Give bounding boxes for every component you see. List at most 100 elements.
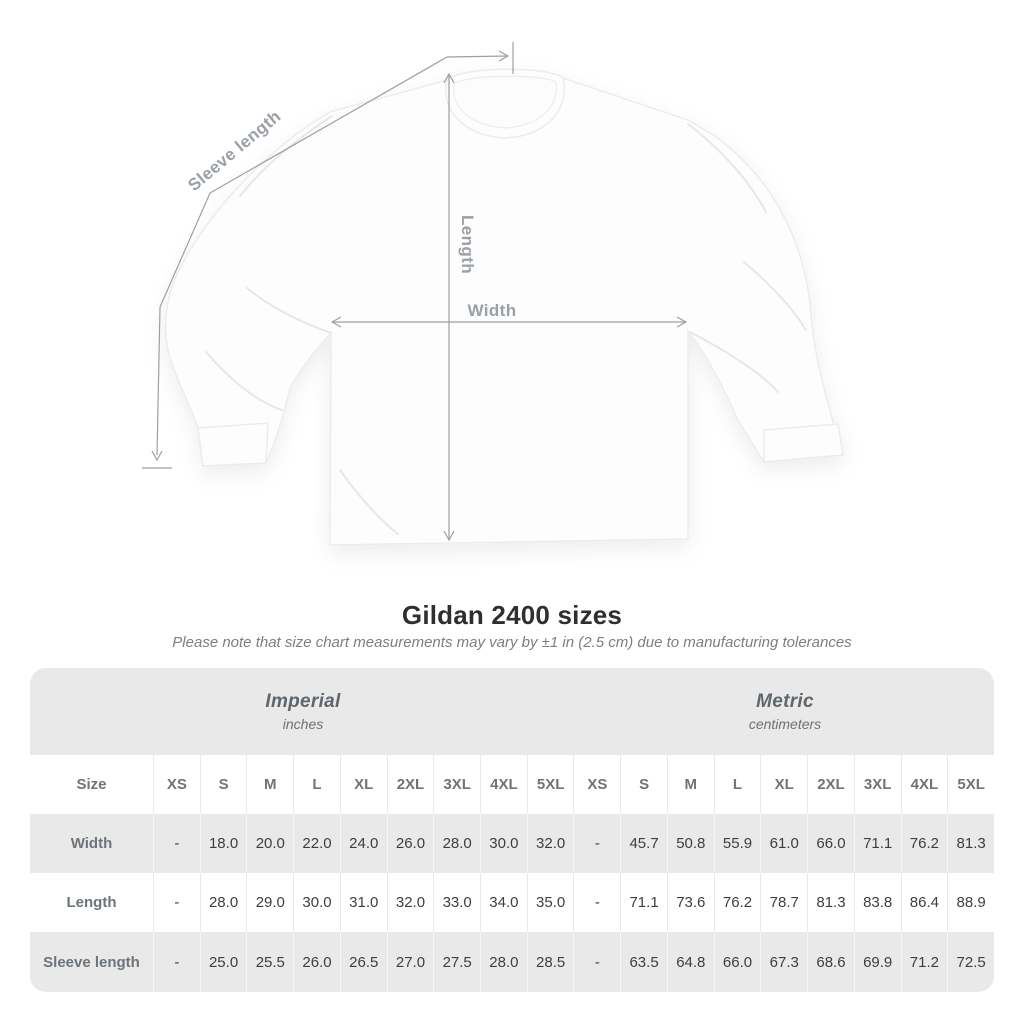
metric-unit-label: centimeters — [748, 716, 822, 732]
table-cell: 20.0 — [246, 814, 293, 873]
table-cell: - — [573, 873, 620, 932]
table-cell: 28.0 — [433, 814, 480, 873]
column-header: 4XL — [900, 755, 948, 814]
table-cell: 86.4 — [900, 873, 948, 932]
arrow-right-icon — [676, 316, 688, 328]
table-cell: 72.5 — [947, 932, 994, 992]
table-cell: 34.0 — [480, 873, 527, 932]
arrow-down-icon — [443, 530, 455, 542]
size-grid: Size XS S M L XL 2XL 3XL 4XL 5XL XS S M L XL 2XL 3XL 4XL 5… — [30, 755, 994, 992]
column-header: L — [293, 755, 340, 814]
table-cell: 71.1 — [620, 873, 667, 932]
table-cell: 24.0 — [339, 814, 387, 873]
metric-label: Metric — [756, 691, 814, 712]
column-header: 4XL — [480, 755, 527, 814]
arrow-down-icon — [151, 450, 163, 462]
table-cell: 66.0 — [713, 932, 761, 992]
imperial-unit-label: inches — [282, 716, 324, 732]
table-cell: 45.7 — [620, 814, 667, 873]
table-cell: 71.2 — [900, 932, 948, 992]
table-cell: 27.5 — [433, 932, 480, 992]
table-cell: 35.0 — [526, 873, 574, 932]
imperial-unit-header: Imperial inches — [30, 668, 576, 755]
table-cell: 30.0 — [480, 814, 527, 873]
arrow-left-icon — [330, 316, 342, 328]
table-cell: 28.5 — [526, 932, 574, 992]
column-header: S — [199, 755, 247, 814]
table-cell: 50.8 — [666, 814, 714, 873]
measurement-lines — [142, 42, 688, 542]
table-cell: - — [573, 932, 620, 992]
table-cell: 29.0 — [246, 873, 293, 932]
table-cell: - — [153, 873, 200, 932]
column-header: L — [713, 755, 761, 814]
row-label: Length — [66, 894, 117, 911]
table-cell: 61.0 — [760, 814, 807, 873]
column-header: 5XL — [526, 755, 574, 814]
column-header: 3XL — [853, 755, 901, 814]
table-cell: 63.5 — [620, 932, 667, 992]
table-cell: 67.3 — [760, 932, 807, 992]
table-cell: 22.0 — [293, 814, 340, 873]
table-cell: 71.1 — [853, 814, 901, 873]
table-cell: 25.0 — [199, 932, 247, 992]
sleeve-length-line — [156, 55, 509, 456]
column-header: M — [246, 755, 293, 814]
table-cell: 88.9 — [947, 873, 994, 932]
table-cell: 78.7 — [760, 873, 807, 932]
tolerance-note: Please note that size chart measurements… — [172, 634, 852, 651]
table-row: Width -18.0 20.0 22.0 24.0 26.0 28.0 30.0 32.0-4… — [30, 814, 994, 873]
shirt-measurement-diagram: Sleeve length Length Width — [142, 42, 844, 546]
width-label: Width — [467, 301, 516, 320]
table-cell: - — [153, 814, 200, 873]
table-cell: 18.0 — [199, 814, 247, 873]
size-column-header: Size — [76, 776, 107, 793]
table-cell: 28.0 — [199, 873, 247, 932]
table-row: Size XS S M L XL 2XL 3XL 4XL 5XL XS S M L XL 2XL 3XL 4XL 5… — [30, 755, 994, 814]
row-label: Sleeve length — [43, 954, 140, 971]
table-cell: 68.6 — [807, 932, 854, 992]
table-cell: 81.3 — [807, 873, 854, 932]
table-cell: 69.9 — [853, 932, 901, 992]
shirt-illustration — [164, 68, 844, 546]
imperial-label: Imperial — [265, 691, 341, 712]
metric-unit-header: Metric centimeters — [576, 668, 994, 755]
length-label: Length — [458, 215, 477, 274]
column-header: XS — [573, 755, 620, 814]
column-header: 3XL — [433, 755, 480, 814]
table-cell: - — [153, 932, 200, 992]
table-cell: 28.0 — [480, 932, 527, 992]
column-header: S — [620, 755, 667, 814]
table-cell: 73.6 — [666, 873, 714, 932]
arrow-up-icon — [443, 72, 455, 84]
column-header: 2XL — [386, 755, 434, 814]
table-cell: 83.8 — [853, 873, 901, 932]
unit-header-row: Imperial inches Metric centimeters — [30, 668, 994, 755]
table-cell: 31.0 — [339, 873, 387, 932]
table-cell: - — [573, 814, 620, 873]
table-cell: 26.5 — [339, 932, 387, 992]
column-header: XL — [339, 755, 387, 814]
table-cell: 25.5 — [246, 932, 293, 992]
table-cell: 66.0 — [807, 814, 854, 873]
table-cell: 27.0 — [386, 932, 434, 992]
table-cell: 32.0 — [386, 873, 434, 932]
table-cell: 26.0 — [293, 932, 340, 992]
size-chart-table: Imperial inches Metric centimeters Size X… — [30, 668, 994, 992]
table-cell: 30.0 — [293, 873, 340, 932]
table-cell: 76.2 — [713, 873, 761, 932]
table-cell: 76.2 — [900, 814, 948, 873]
table-cell: 64.8 — [666, 932, 714, 992]
table-cell: 81.3 — [947, 814, 994, 873]
table-cell: 55.9 — [713, 814, 761, 873]
row-label: Width — [70, 835, 113, 852]
column-header: 5XL — [947, 755, 994, 814]
column-header: 2XL — [807, 755, 854, 814]
table-cell: 26.0 — [386, 814, 434, 873]
page-title: Gildan 2400 sizes — [401, 600, 623, 630]
table-row: Sleeve length -25.0 25.5 26.0 26.5 27.0 27.5 28… — [30, 932, 994, 992]
column-header: XL — [760, 755, 807, 814]
arrow-right-icon — [498, 50, 510, 62]
column-header: XS — [153, 755, 200, 814]
table-cell: 32.0 — [526, 814, 574, 873]
